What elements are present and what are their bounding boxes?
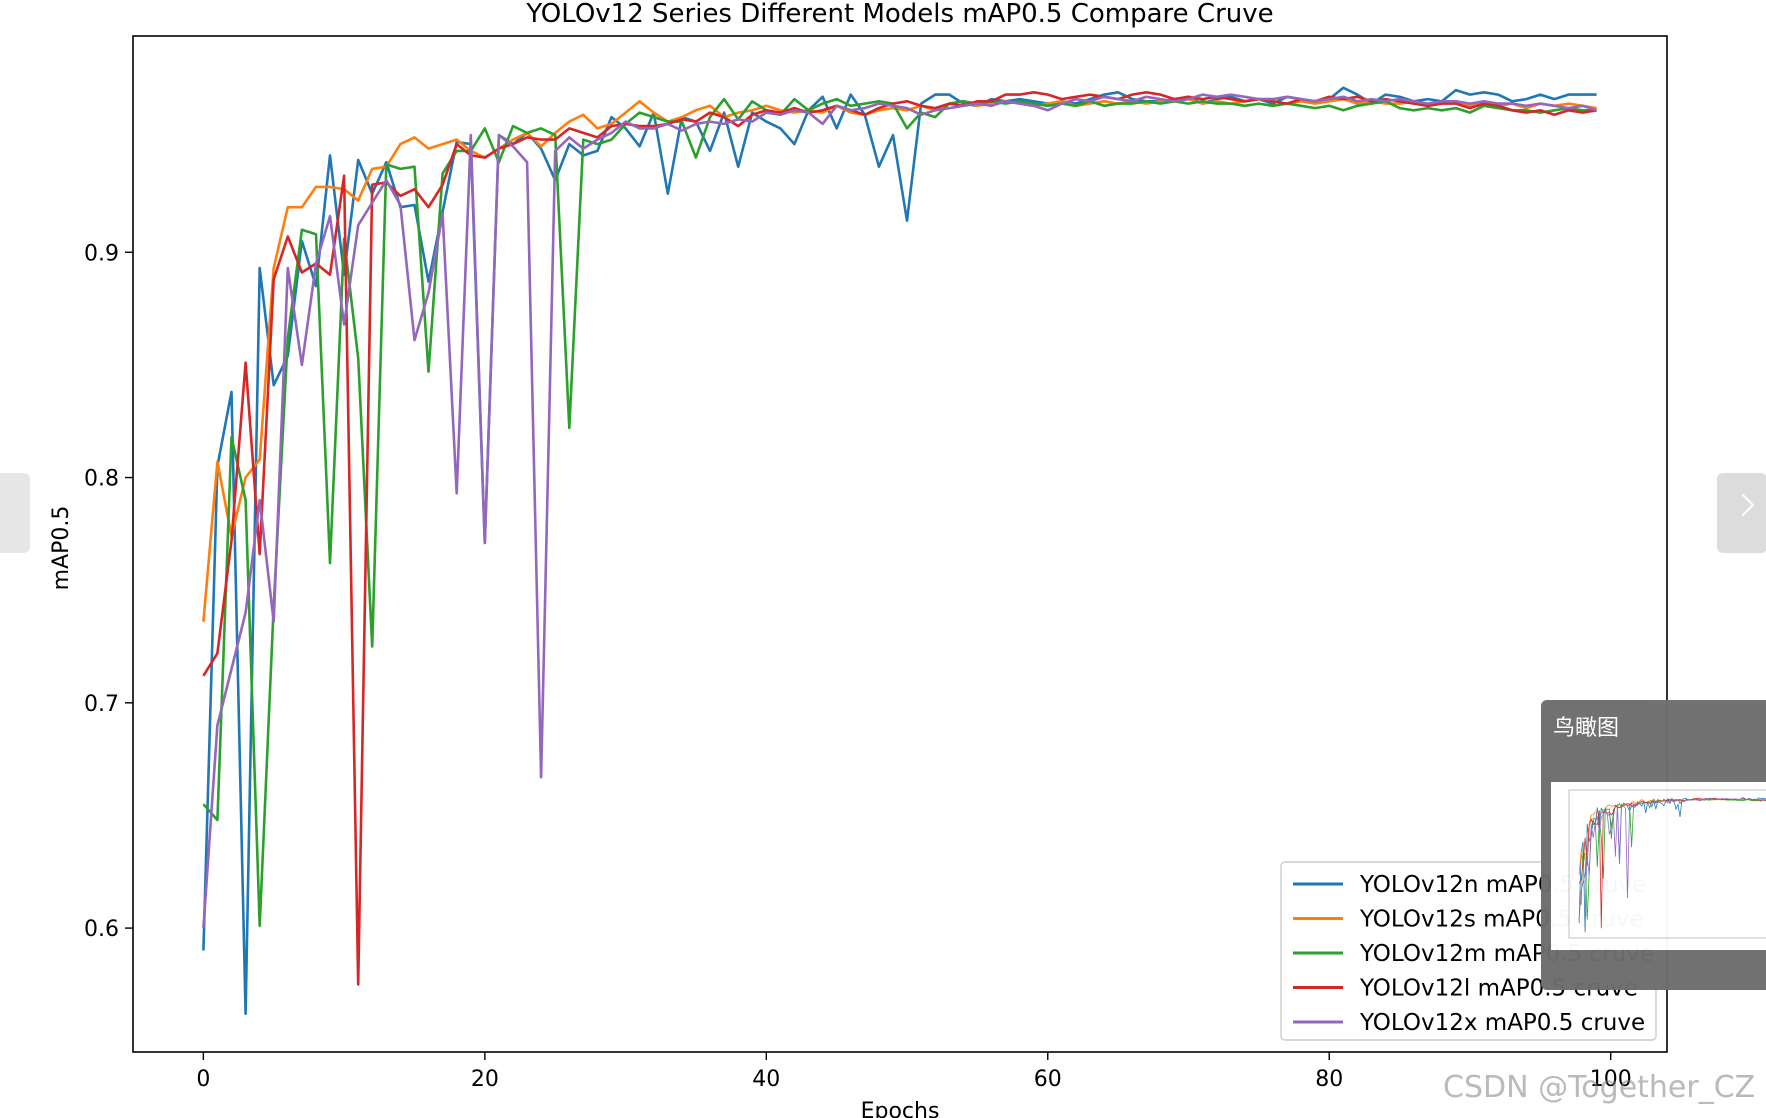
minimap-series-4 (1578, 797, 1766, 929)
y-tick-label: 0.8 (84, 467, 119, 492)
plot-area (132, 35, 1668, 1053)
minimap-title: 鸟瞰图 (1553, 716, 1620, 741)
x-tick-label: 100 (1590, 1067, 1632, 1092)
legend-label-5: YOLOv12x mAP0.5 cruve (1359, 1010, 1645, 1036)
x-tick-label: 60 (1034, 1067, 1062, 1092)
minimap-thumbnail[interactable] (1551, 782, 1766, 950)
chevron-right-icon (1731, 493, 1755, 517)
x-tick-label: 0 (196, 1067, 210, 1092)
previous-image-button[interactable] (0, 473, 30, 553)
series-line-5 (202, 93, 1597, 929)
series-line-2 (202, 97, 1597, 622)
x-tick-label: 80 (1315, 1067, 1343, 1092)
minimap-series-3 (1578, 798, 1766, 920)
series-line-4 (202, 91, 1597, 986)
y-tick-label: 0.7 (84, 692, 119, 717)
y-tick-label: 0.6 (84, 917, 119, 942)
minimap-series-2 (1578, 798, 1766, 876)
minimap-frame (1568, 789, 1766, 939)
minimap-chart-preview (1568, 789, 1766, 939)
y-axis-ticks: 0.6 0.7 0.8 0.9 (84, 241, 133, 942)
series-layer (202, 86, 1597, 1016)
y-tick-label: 0.9 (84, 241, 119, 266)
watermark: CSDN @Together_CZ (1443, 1070, 1756, 1105)
x-axis-ticks: 0 20 40 60 80 100 (196, 1052, 1632, 1092)
minimap-series-1 (1578, 797, 1766, 933)
x-tick-label: 20 (471, 1067, 499, 1092)
next-image-button[interactable] (1717, 473, 1766, 553)
series-line-3 (202, 97, 1597, 928)
minimap-panel[interactable]: 鸟瞰图 (1541, 700, 1766, 990)
minimap-series-5 (1578, 798, 1766, 921)
y-axis-label: mAP0.5 (49, 506, 74, 591)
chart-title: YOLOv12 Series Different Models mAP0.5 C… (525, 0, 1273, 29)
x-axis-label: Epochs (861, 1099, 940, 1118)
x-tick-label: 40 (752, 1067, 780, 1092)
